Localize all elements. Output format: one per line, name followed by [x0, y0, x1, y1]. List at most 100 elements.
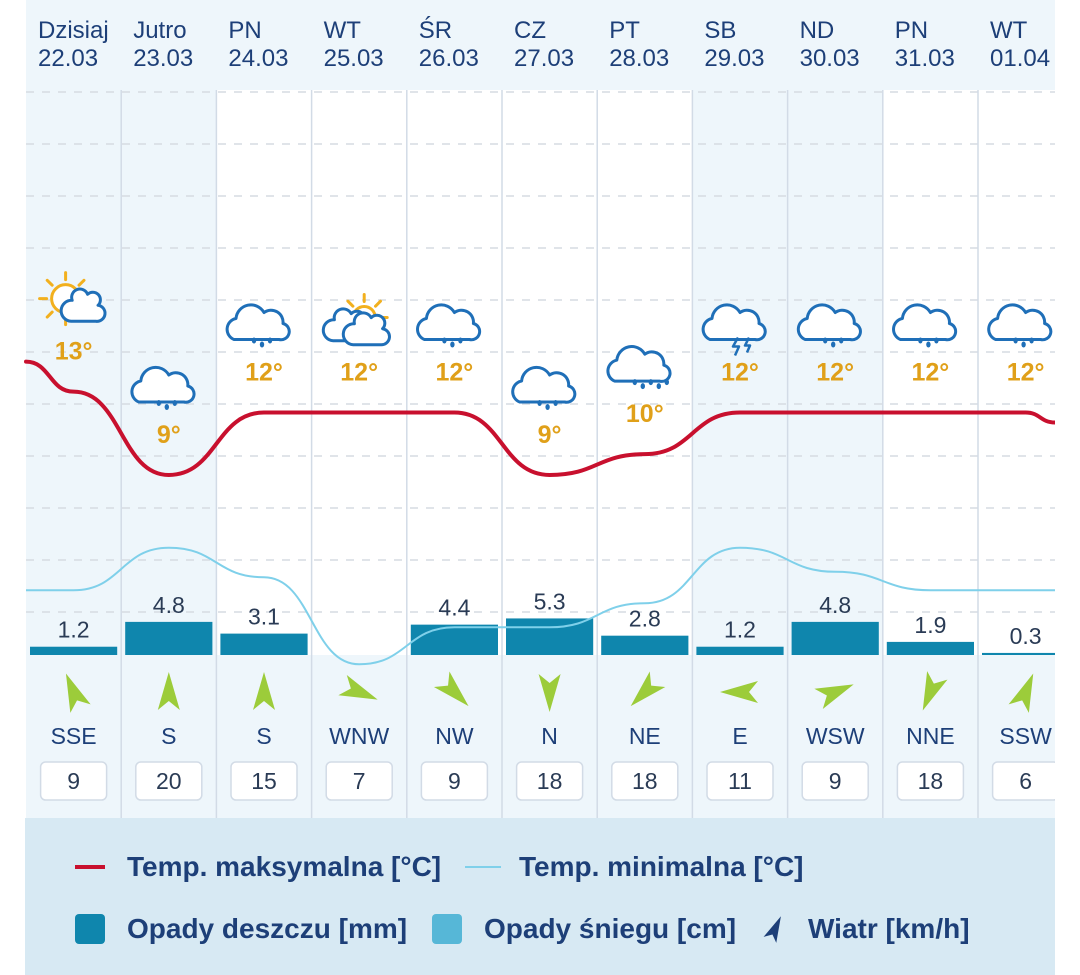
rain-drop [656, 383, 661, 390]
cloud-shape [511, 365, 577, 404]
rain-cloud-icon [892, 303, 958, 348]
wind-direction-label: NE [629, 723, 661, 749]
rain-value-label: 1.2 [724, 617, 756, 643]
wind-arrow-shape [720, 681, 758, 703]
sun-ray [45, 278, 54, 287]
cloud-shape [225, 303, 291, 342]
legend-tmin: Temp. minimalna [°C] [465, 851, 803, 883]
rain-drop [918, 337, 923, 344]
rain-cloud-icon [796, 303, 862, 348]
rain-drop [537, 400, 542, 406]
wind-speed-box [801, 761, 869, 801]
wind-arrow-icon [253, 672, 275, 710]
wind-speed-box [611, 761, 679, 801]
sun-clouds-icon [321, 293, 391, 347]
tmin-swatch [465, 866, 501, 868]
wind-speed-box [896, 761, 965, 801]
wind-direction-label: E [732, 723, 747, 749]
snow-swatch [432, 914, 462, 944]
rain-drop [640, 383, 645, 390]
wind-arrow-icon [763, 916, 781, 943]
wind-arrow-shape [65, 673, 91, 713]
temperature-label: 12° [1007, 359, 1045, 387]
legend-wind-label: Wiatr [km/h] [808, 913, 970, 944]
wind-arrow-icon [720, 681, 758, 703]
rain-cloud-icon [987, 303, 1053, 348]
rain-value-label: 1.9 [914, 612, 946, 638]
cloud-shape [987, 303, 1053, 342]
rain-drop [442, 337, 447, 344]
legend-snow: Opady śniegu [cm] [432, 913, 736, 945]
day-date-label: 22.03 [38, 45, 98, 72]
rain-drop [1029, 337, 1034, 344]
day-date-label: 24.03 [228, 45, 288, 72]
sun-ray [45, 310, 54, 319]
wind-speed-label: 7 [353, 768, 366, 794]
rain-bar [125, 621, 213, 655]
day-date-label: 30.03 [800, 45, 860, 72]
temperature-label: 13° [55, 338, 93, 366]
wind-arrow-shape [157, 672, 180, 710]
cloud-shape [892, 303, 958, 342]
rain-value-label: 4.8 [819, 592, 851, 618]
day-name-label: Jutro [133, 17, 186, 44]
wind-arrow-icon [814, 684, 854, 710]
wind-direction-label: NNE [906, 723, 955, 749]
day-name-label: PT [609, 17, 640, 44]
tmax-line [24, 359, 1057, 478]
cloud-shape [701, 303, 767, 342]
cloud-shape [341, 311, 391, 347]
temperature-label: 12° [340, 359, 378, 387]
legend-tmax-label: Temp. maksymalna [°C] [127, 851, 442, 882]
rain-bar [410, 624, 498, 655]
wind-arrow-icon [922, 671, 948, 711]
thunder-cloud-icon [701, 303, 767, 357]
rain-drop [926, 341, 931, 348]
sun-ray [77, 278, 86, 287]
temperature-label: 12° [911, 359, 949, 387]
rain-drop [553, 400, 558, 406]
wind-arrow-shape [814, 684, 854, 710]
wind-direction-label: SSE [51, 723, 97, 749]
wind-arrow-shape [1008, 673, 1034, 713]
right-edge [1055, 0, 1080, 975]
day-date-label: 01.04 [990, 45, 1050, 72]
lightning-bolt [743, 336, 752, 354]
tmin-line [25, 546, 1055, 666]
wind-direction-label: N [541, 723, 558, 749]
wind-arrow-icon [538, 674, 561, 712]
rain-value-label: 0.3 [1010, 623, 1042, 649]
rain-drop [1013, 337, 1018, 344]
legend-rain: Opady deszczu [mm] [75, 913, 407, 945]
temperature-label: 9° [538, 421, 562, 449]
cloud-shape [606, 345, 672, 383]
wind-speed-box [420, 761, 489, 801]
wind-arrow-icon [433, 671, 469, 707]
day-date-label: 23.03 [133, 45, 193, 72]
wind-speed-box [230, 761, 298, 801]
wind-speed-label: 18 [632, 768, 658, 794]
legend-snow-label: Opady śniegu [cm] [484, 913, 737, 944]
rain-drop [664, 379, 669, 386]
rain-drop [831, 341, 836, 348]
wind-speed-box [325, 761, 393, 801]
wind-speed-label: 6 [1019, 768, 1032, 794]
wind-speed-box [515, 761, 584, 801]
wind-speed-label: 9 [829, 768, 842, 794]
day-date-label: 29.03 [704, 45, 764, 72]
wind-speed-label: 9 [67, 768, 80, 794]
day-date-label: 27.03 [514, 45, 574, 72]
wind-direction-label: WNW [329, 723, 389, 749]
legend-rain-label: Opady deszczu [mm] [127, 913, 408, 944]
rain-drop [156, 400, 161, 406]
rain-drop [839, 337, 844, 344]
tmax-swatch [75, 865, 105, 869]
wind-direction-label: S [161, 723, 176, 749]
rain-drop [545, 404, 550, 410]
day-name-label: CZ [514, 17, 546, 44]
rain-value-label: 4.4 [438, 595, 470, 621]
wind-speed-box [135, 761, 203, 801]
rain-value-label: 4.8 [153, 592, 185, 618]
day-name-label: Dzisiaj [38, 17, 109, 44]
